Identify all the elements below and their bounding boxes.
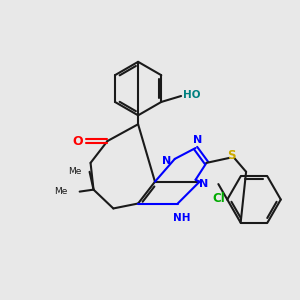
Text: O: O [72, 135, 83, 148]
Text: Me: Me [54, 187, 68, 196]
Text: N: N [193, 135, 202, 145]
Text: Cl: Cl [212, 192, 225, 205]
Text: NH: NH [173, 213, 190, 224]
Text: Me: Me [68, 167, 82, 176]
Text: N: N [162, 156, 172, 166]
Text: S: S [227, 149, 236, 162]
Text: HO: HO [183, 90, 201, 100]
Text: N: N [199, 179, 208, 189]
